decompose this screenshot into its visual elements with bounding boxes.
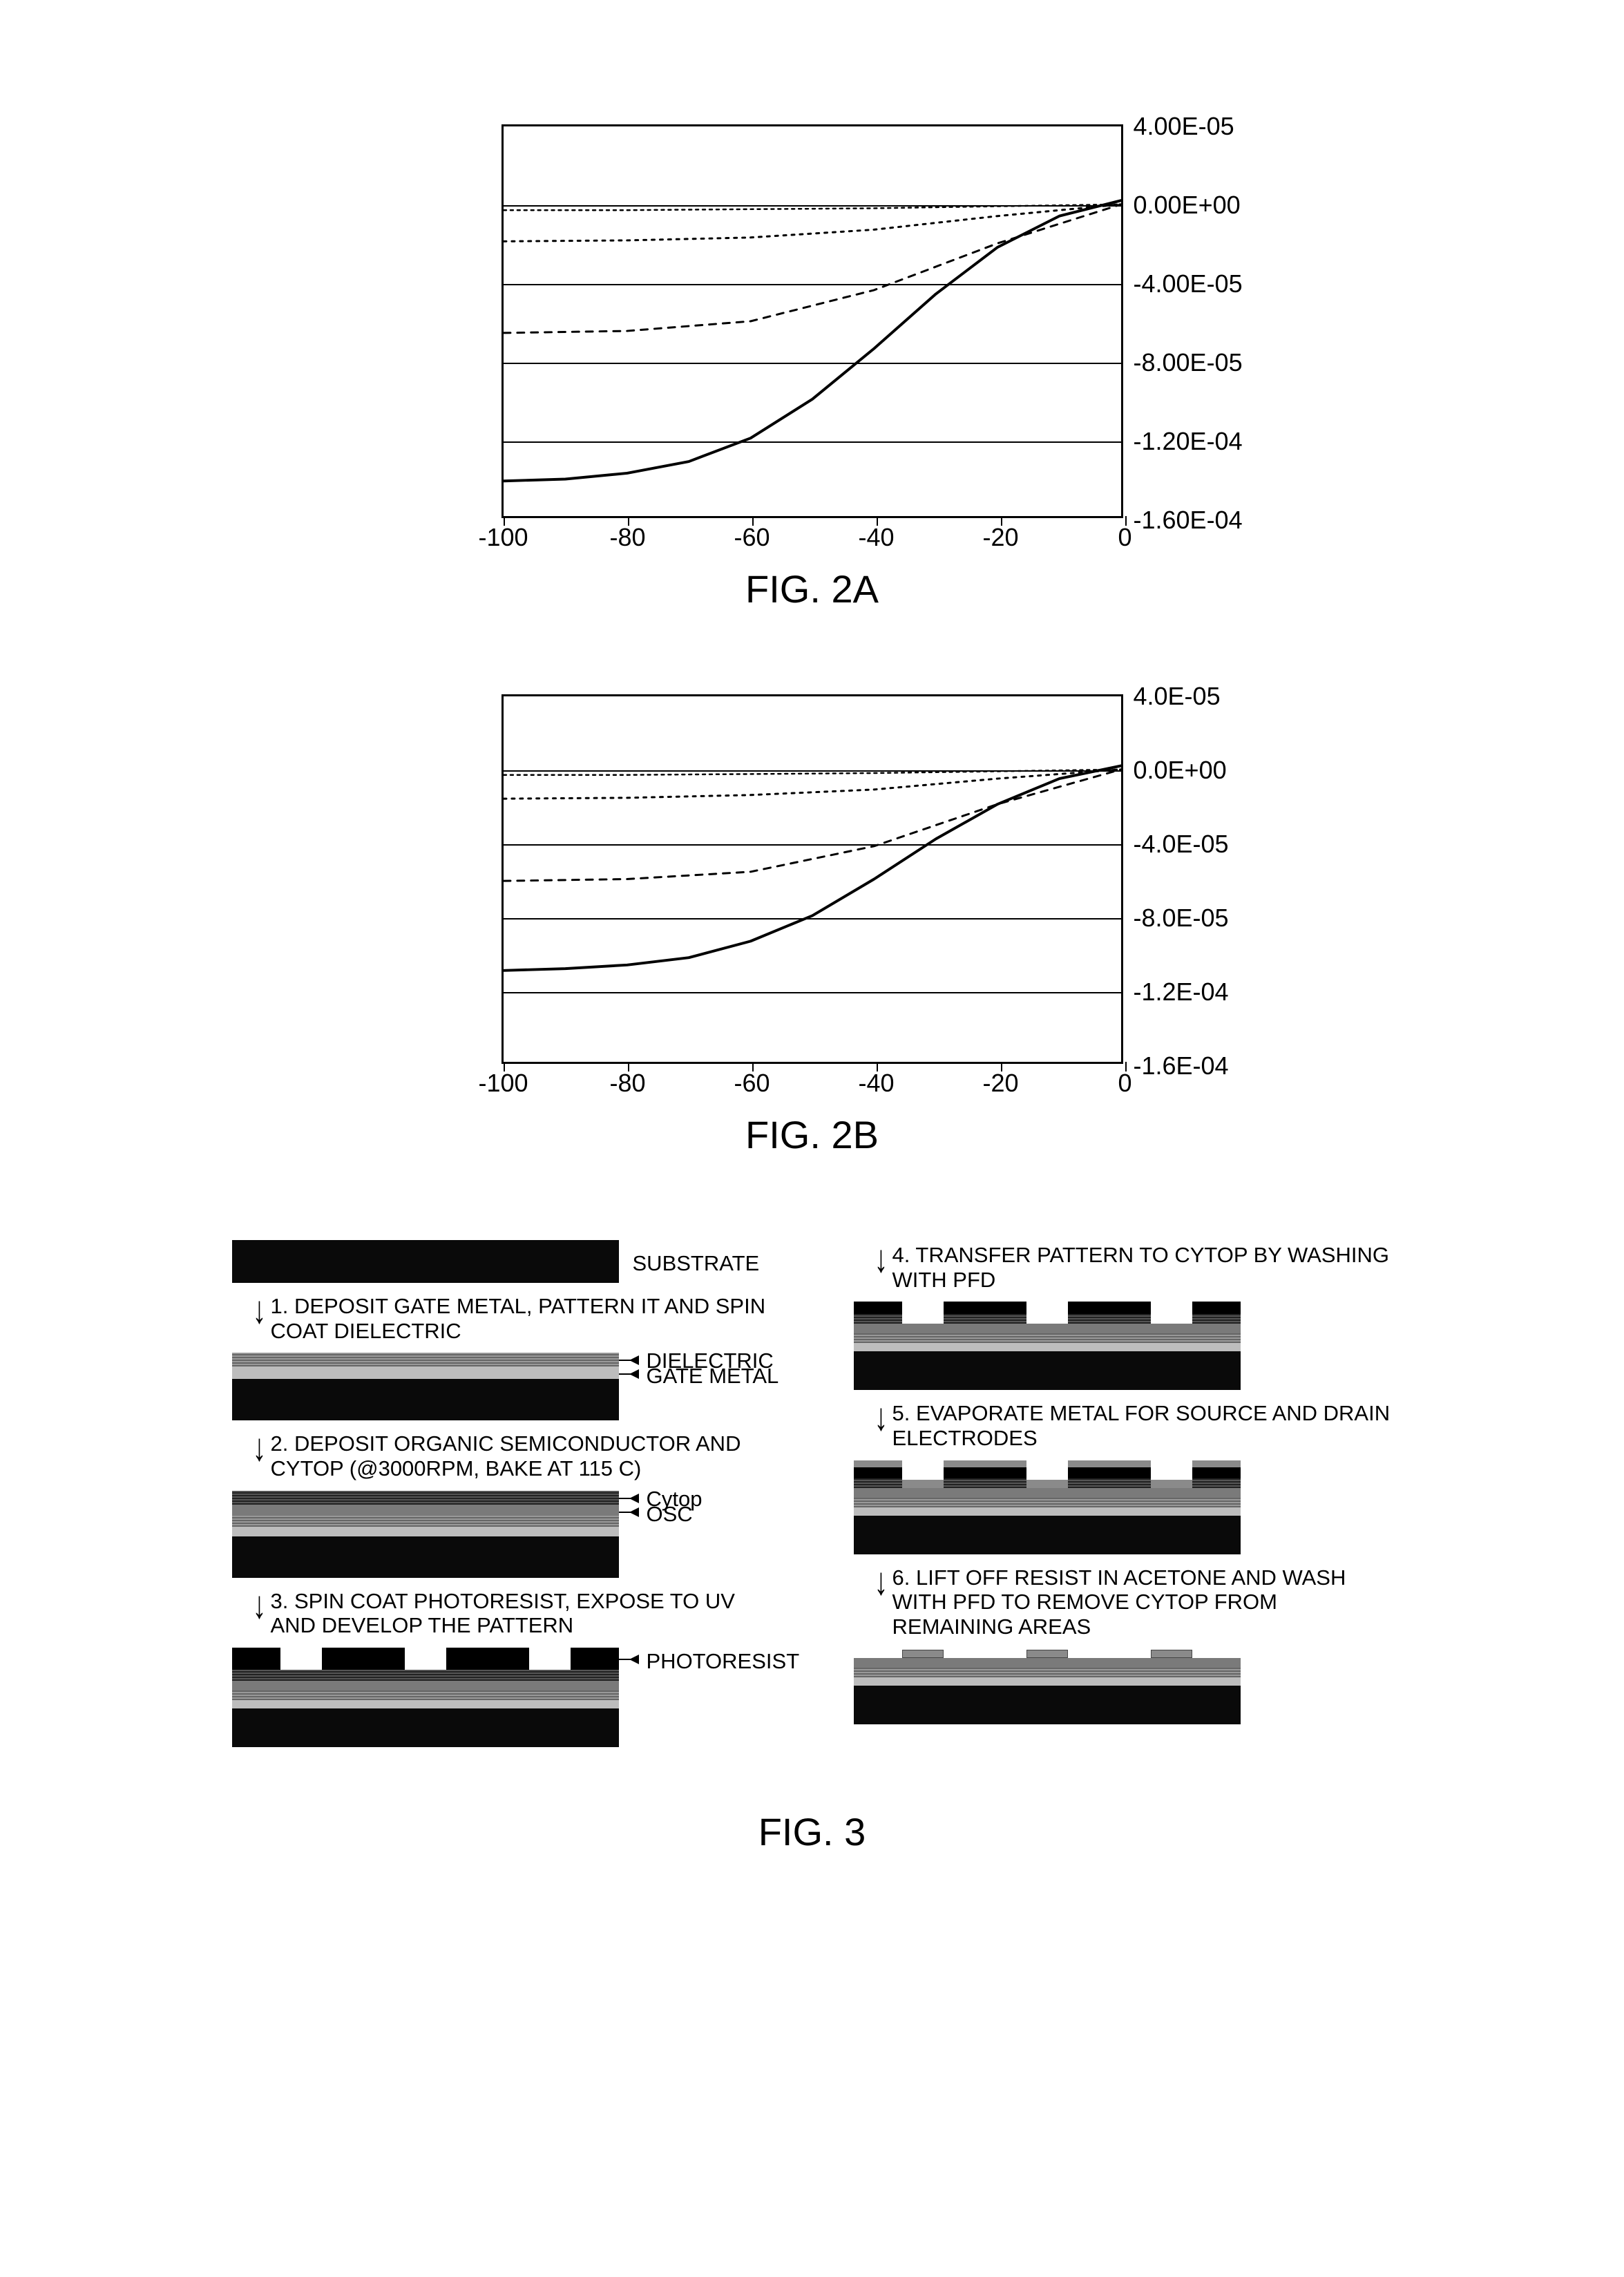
label-photoresist: PHOTORESIST bbox=[647, 1649, 800, 1674]
y-axis-label: -4.00E-05 bbox=[1134, 269, 1243, 298]
fig3-stage-1: DIELECTRIC GATE METAL bbox=[232, 1353, 771, 1420]
layer-substrate bbox=[232, 1536, 619, 1578]
x-axis-label: -100 bbox=[478, 523, 528, 552]
down-arrow-icon: ↓ bbox=[875, 1400, 888, 1435]
x-axis-label: 0 bbox=[1118, 1069, 1131, 1098]
fig3-step-4: ↓ 4. TRANSFER PATTERN TO CYTOP BY WASHIN… bbox=[875, 1243, 1393, 1292]
fig-2a-plot: 4.00E-050.00E+00-4.00E-05-8.00E-05-1.20E… bbox=[501, 124, 1123, 518]
fig-2a: 4.00E-050.00E+00-4.00E-05-8.00E-05-1.20E… bbox=[221, 124, 1403, 611]
x-axis-label: -80 bbox=[609, 1069, 645, 1098]
fig-2b: 4.0E-050.0E+00-4.0E-05-8.0E-05-1.2E-04-1… bbox=[221, 694, 1403, 1157]
fig-3: SUBSTRATE ↓ 1. DEPOSIT GATE METAL, PATTE… bbox=[221, 1240, 1403, 1854]
layer-osc bbox=[854, 1658, 1241, 1668]
fig-3-left-col: SUBSTRATE ↓ 1. DEPOSIT GATE METAL, PATTE… bbox=[232, 1240, 771, 1747]
layer-substrate bbox=[232, 1240, 619, 1283]
y-axis-label: 0.0E+00 bbox=[1134, 756, 1227, 785]
layer-dielectric bbox=[854, 1668, 1241, 1677]
layer-osc bbox=[854, 1324, 1241, 1333]
layer-gate-metal bbox=[232, 1527, 619, 1536]
layer-osc bbox=[854, 1488, 1241, 1498]
fig-2a-caption: FIG. 2A bbox=[745, 566, 879, 611]
x-axis-label: 0 bbox=[1118, 523, 1131, 552]
down-arrow-icon: ↓ bbox=[253, 1431, 267, 1465]
fig3-stage-4 bbox=[854, 1302, 1393, 1390]
fig3-stage-3: PHOTORESIST bbox=[232, 1648, 771, 1747]
label-osc: OSC bbox=[647, 1502, 693, 1527]
fig3-step-1: ↓ 1. DEPOSIT GATE METAL, PATTERN IT AND … bbox=[253, 1294, 771, 1343]
y-axis-label: -4.0E-05 bbox=[1134, 830, 1229, 859]
layer-cytop bbox=[232, 1491, 619, 1505]
label-gate-metal: GATE METAL bbox=[647, 1364, 779, 1389]
layer-cytop bbox=[232, 1670, 619, 1681]
layer-source-drain bbox=[854, 1648, 1241, 1658]
layer-substrate bbox=[232, 1708, 619, 1747]
layer-gate-metal bbox=[854, 1677, 1241, 1686]
y-axis-label: -1.6E-04 bbox=[1134, 1051, 1229, 1080]
x-axis-label: -20 bbox=[982, 523, 1018, 552]
fig3-step-3: ↓ 3. SPIN COAT PHOTORESIST, EXPOSE TO UV… bbox=[253, 1589, 771, 1638]
layer-gate-metal bbox=[232, 1700, 619, 1708]
fig3-step-5: ↓ 5. EVAPORATE METAL FOR SOURCE AND DRAI… bbox=[875, 1401, 1393, 1450]
layer-dielectric bbox=[232, 1353, 619, 1366]
y-axis-label: 4.0E-05 bbox=[1134, 682, 1221, 711]
layer-dielectric bbox=[854, 1333, 1241, 1343]
y-axis-label: -1.2E-04 bbox=[1134, 978, 1229, 1007]
y-axis-label: -1.60E-04 bbox=[1134, 506, 1243, 535]
x-axis-label: -40 bbox=[858, 523, 894, 552]
fig3-step-2: ↓ 2. DEPOSIT ORGANIC SEMICONDUCTOR AND C… bbox=[253, 1431, 771, 1480]
x-axis-label: -40 bbox=[858, 1069, 894, 1098]
y-axis-label: -1.20E-04 bbox=[1134, 427, 1243, 456]
layer-dielectric bbox=[232, 1516, 619, 1527]
x-axis-label: -100 bbox=[478, 1069, 528, 1098]
layer-gate-metal bbox=[854, 1343, 1241, 1351]
layer-substrate bbox=[232, 1379, 619, 1420]
fig-3-caption: FIG. 3 bbox=[758, 1809, 866, 1854]
y-axis-label: -8.0E-05 bbox=[1134, 904, 1229, 933]
layer-photoresist-on-cytop bbox=[854, 1302, 1241, 1324]
fig3-stage-6 bbox=[854, 1648, 1393, 1724]
y-axis-label: -8.00E-05 bbox=[1134, 348, 1243, 377]
down-arrow-icon: ↓ bbox=[253, 1588, 267, 1622]
layer-substrate bbox=[854, 1686, 1241, 1724]
layer-photoresist-patterned bbox=[232, 1648, 619, 1670]
layer-dielectric bbox=[854, 1498, 1241, 1507]
x-axis-label: -60 bbox=[734, 1069, 770, 1098]
fig3-step-6: ↓ 6. LIFT OFF RESIST IN ACETONE AND WASH… bbox=[875, 1565, 1393, 1639]
down-arrow-icon: ↓ bbox=[253, 1293, 267, 1327]
fig-3-columns: SUBSTRATE ↓ 1. DEPOSIT GATE METAL, PATTE… bbox=[221, 1240, 1403, 1747]
layer-sd-metal-and-resist bbox=[854, 1460, 1241, 1488]
layer-osc bbox=[232, 1681, 619, 1690]
fig-2b-plot: 4.0E-050.0E+00-4.0E-05-8.0E-05-1.2E-04-1… bbox=[501, 694, 1123, 1064]
layer-gate-metal bbox=[854, 1507, 1241, 1516]
layer-substrate bbox=[854, 1351, 1241, 1390]
fig3-stage-substrate: SUBSTRATE bbox=[232, 1240, 771, 1283]
layer-gate-metal bbox=[232, 1366, 619, 1379]
fig3-stage-2: Cytop OSC bbox=[232, 1491, 771, 1578]
down-arrow-icon: ↓ bbox=[875, 1241, 888, 1276]
layer-substrate bbox=[854, 1516, 1241, 1554]
fig-3-right-col: ↓ 4. TRANSFER PATTERN TO CYTOP BY WASHIN… bbox=[854, 1240, 1393, 1747]
x-axis-label: -20 bbox=[982, 1069, 1018, 1098]
layer-osc bbox=[232, 1505, 619, 1516]
y-axis-label: 0.00E+00 bbox=[1134, 191, 1241, 220]
down-arrow-icon: ↓ bbox=[875, 1564, 888, 1599]
layer-dielectric bbox=[232, 1690, 619, 1700]
y-axis-label: 4.00E-05 bbox=[1134, 112, 1234, 141]
fig-2b-caption: FIG. 2B bbox=[745, 1112, 879, 1157]
x-axis-label: -80 bbox=[609, 523, 645, 552]
x-axis-label: -60 bbox=[734, 523, 770, 552]
fig3-stage-5 bbox=[854, 1460, 1393, 1554]
label-substrate: SUBSTRATE bbox=[633, 1251, 760, 1276]
